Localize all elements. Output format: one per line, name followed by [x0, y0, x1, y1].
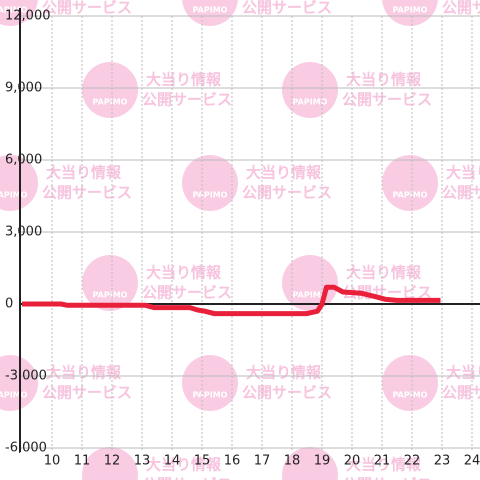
watermark-logo-text: PAPIMO — [0, 6, 28, 15]
y-tick-label: 6,000 — [5, 153, 42, 168]
y-tick-label: 9,000 — [5, 81, 42, 96]
watermark-logo-text: PAPIMO — [293, 98, 328, 107]
y-tick-label: -3,000 — [5, 369, 47, 384]
watermark-text: 大当り情報 — [446, 164, 480, 182]
watermark-logo-text: PAPIMO — [193, 391, 228, 400]
plot — [22, 284, 441, 317]
watermark-logo-text: PAPIMO — [393, 6, 428, 15]
watermark-logo — [0, 355, 38, 411]
watermark-text: 大当り情報 — [146, 71, 222, 89]
watermark-text: 公開サービス — [142, 476, 232, 480]
watermark-text: 大当り情報 — [146, 264, 222, 282]
watermark-text: 公開サービス — [42, 384, 132, 402]
watermark-logo — [182, 355, 238, 411]
watermark-logo — [182, 0, 238, 26]
line — [22, 284, 441, 317]
y-tick-label: -6,000 — [5, 441, 47, 456]
watermark-logo — [382, 355, 438, 411]
watermark-text: 公開サービス — [242, 184, 332, 202]
watermark-logo-text: PAPIMO — [193, 191, 228, 200]
watermark-logo-text: PAPIMO — [193, 6, 228, 15]
x-tick-label: 16 — [224, 454, 241, 469]
watermark-text: 大当り情報 — [446, 364, 480, 382]
watermark-text: 公開サービス — [442, 0, 480, 17]
watermark-logo — [0, 0, 38, 26]
watermark-text: 大当り情報 — [46, 364, 122, 382]
x-tick-label: 22 — [404, 454, 421, 469]
watermark-logo — [282, 62, 338, 118]
watermark-text: 大当り情報 — [346, 71, 422, 89]
watermark-logo-text: PAPIMO — [0, 191, 28, 200]
watermark-logo — [382, 155, 438, 211]
x-tick-label: 21 — [374, 454, 391, 469]
watermark-text: 公開サービス — [42, 184, 132, 202]
x-tick-label: 17 — [254, 454, 271, 469]
watermark-logo — [82, 62, 138, 118]
x-tick-label: 24 — [464, 454, 480, 469]
x-tick-label: 14 — [164, 454, 181, 469]
watermark-text: 大当り情報 — [246, 164, 322, 182]
watermark-text: 公開サービス — [442, 184, 480, 202]
x-tick-label: 19 — [314, 454, 331, 469]
watermark-logo-text: PAPIMO — [393, 191, 428, 200]
watermark-text: 大当り情報 — [346, 456, 422, 474]
watermark-logo — [82, 447, 138, 480]
x-tick-label: 23 — [434, 454, 451, 469]
watermark-text: 公開サービス — [242, 384, 332, 402]
watermark-logo — [282, 447, 338, 480]
watermark-logo — [282, 255, 338, 311]
watermark-text: 公開サービス — [142, 91, 232, 109]
watermark-text: 公開サービス — [442, 384, 480, 402]
watermark-text: 公開サービス — [42, 0, 132, 17]
watermark-text: 大当り情報 — [146, 456, 222, 474]
x-tick-label: 20 — [344, 454, 361, 469]
watermark-text: 公開サービス — [342, 476, 432, 480]
x-tick-label: 18 — [284, 454, 301, 469]
y-tick-label: 12,000 — [5, 9, 51, 24]
watermark-logo — [0, 155, 38, 211]
watermark-logo-text: PAPIMO — [393, 391, 428, 400]
watermark-logo-text: PAPIMO — [93, 291, 128, 300]
watermark-text: 大当り情報 — [346, 264, 422, 282]
watermark-logo — [182, 155, 238, 211]
x-tick-label: 10 — [44, 454, 61, 469]
x-tick-label: 11 — [74, 454, 91, 469]
watermark-text: 公開サービス — [342, 284, 432, 302]
watermark-text: 大当り情報 — [246, 364, 322, 382]
watermark-logo-text: PAPIMO — [293, 291, 328, 300]
watermark-text: 公開サービス — [342, 91, 432, 109]
watermark-text: 公開サービス — [242, 0, 332, 17]
watermark-logo — [382, 0, 438, 26]
x-tick-label: 15 — [194, 454, 211, 469]
watermark-logo-text: PAPIMO — [93, 98, 128, 107]
x-tick-label: 12 — [104, 454, 121, 469]
watermark-text: 大当り情報 — [46, 164, 122, 182]
watermark-text: 公開サービス — [142, 284, 232, 302]
y-tick-label: 3,000 — [5, 225, 42, 240]
watermark-logo — [82, 255, 138, 311]
x-tick-label: 13 — [134, 454, 151, 469]
watermark-logo-text: PAPIMO — [0, 391, 28, 400]
y-tick-label: 0 — [5, 297, 13, 312]
